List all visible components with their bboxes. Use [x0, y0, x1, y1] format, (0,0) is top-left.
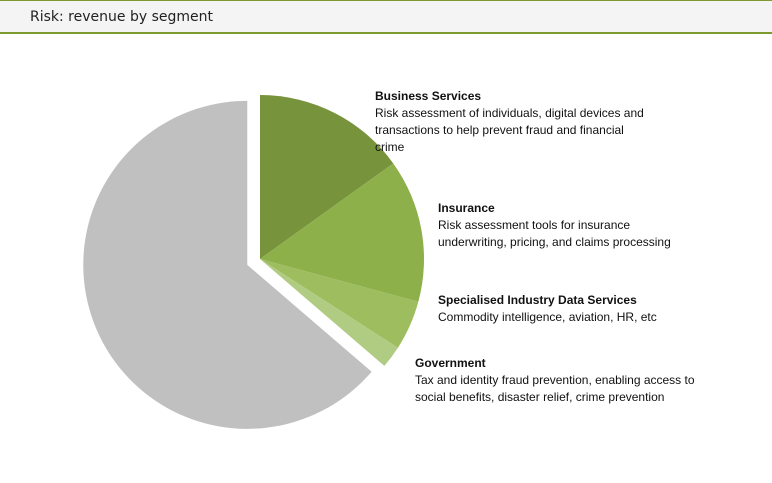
- pie-slice-business-services: [260, 95, 394, 259]
- pie-slice-other: [83, 100, 372, 429]
- label-description: Commodity intelligence, aviation, HR, et…: [438, 310, 657, 324]
- label-insurance: Insurance Risk assessment tools for insu…: [438, 200, 678, 251]
- pie-slice-government: [260, 259, 398, 366]
- label-government: Government Tax and identity fraud preven…: [415, 355, 700, 406]
- label-description: Risk assessment tools for insurance unde…: [438, 218, 671, 249]
- pie-slice-specialised-industry-data-services: [260, 259, 419, 348]
- chart-title: Risk: revenue by segment: [30, 9, 213, 25]
- label-title: Government: [415, 356, 486, 370]
- label-description: Tax and identity fraud prevention, enabl…: [415, 373, 695, 404]
- pie-slice-insurance: [260, 163, 424, 302]
- label-title: Insurance: [438, 201, 495, 215]
- label-description: Risk assessment of individuals, digital …: [375, 106, 644, 154]
- label-specialised-industry-data-services: Specialised Industry Data Services Commo…: [438, 292, 698, 326]
- label-title: Business Services: [375, 89, 482, 103]
- label-business-services: Business Services Risk assessment of ind…: [375, 88, 650, 156]
- chart-header: Risk: revenue by segment: [0, 0, 772, 34]
- label-title: Specialised Industry Data Services: [438, 293, 637, 307]
